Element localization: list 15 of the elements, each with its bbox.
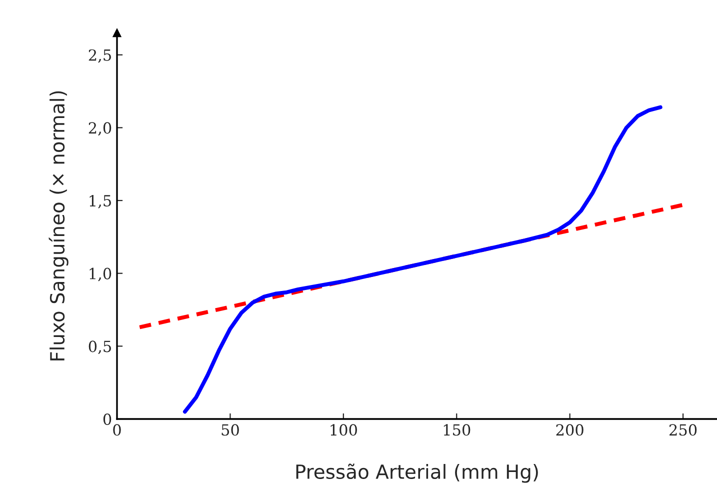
line-series (182, 105, 662, 414)
y-tick-label: 0,5 (88, 340, 111, 354)
y-tick-label: 2,0 (88, 122, 112, 136)
x-tick-label: 50 (222, 424, 239, 436)
y-axis-title: Fluxo Sanguíneo (× normal) (48, 91, 68, 360)
y-tick-label: 1,5 (90, 194, 111, 208)
x-tick-label: 250 (669, 424, 697, 436)
y-tick-label: 2,5 (88, 49, 111, 63)
y-tick-label: 1,0 (90, 268, 112, 282)
x-tick-label: 150 (444, 424, 470, 436)
x-axis-title: Pressão Arterial (mm Hg) (296, 464, 538, 483)
y-tick-label: 0 (103, 413, 112, 426)
x-tick-label: 200 (556, 424, 584, 436)
x-tick-label: 0 (113, 424, 121, 436)
x-tick-label: 100 (330, 424, 357, 436)
